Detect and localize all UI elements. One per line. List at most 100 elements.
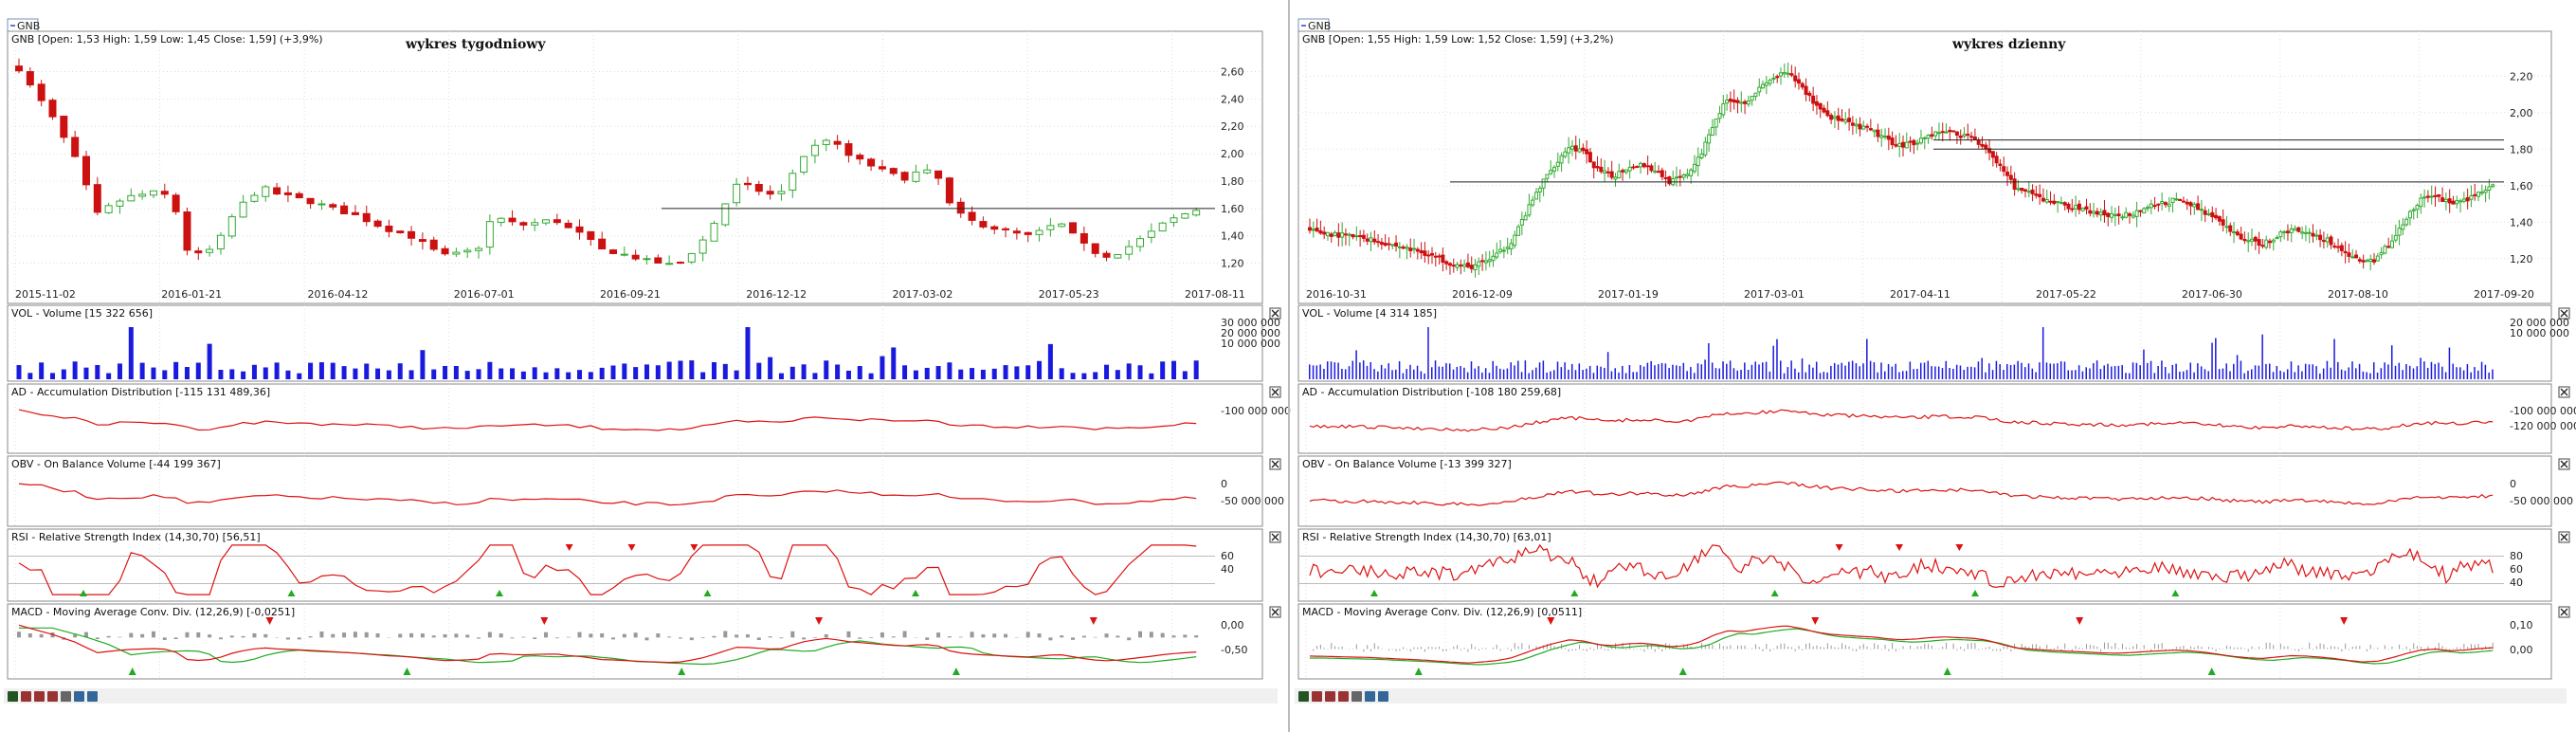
volume-bar bbox=[2197, 363, 2199, 379]
volume-bar bbox=[2448, 347, 2451, 379]
candle-body bbox=[979, 221, 988, 228]
candle-body bbox=[912, 171, 920, 182]
instrument-tab[interactable]: GNB bbox=[1297, 18, 1331, 33]
volume-bar bbox=[1606, 352, 1609, 379]
obv-line bbox=[18, 483, 1197, 506]
close-pane-button[interactable] bbox=[1269, 606, 1281, 618]
macd-pane-header: MACD - Moving Average Conv. Div. (12,26,… bbox=[1302, 606, 1582, 618]
volume-bar bbox=[1862, 363, 1864, 379]
candle-body bbox=[777, 191, 786, 194]
volume-bar bbox=[2057, 363, 2059, 379]
toolbar-button[interactable] bbox=[74, 691, 84, 702]
volume-bar bbox=[2351, 361, 2353, 379]
rsi-tick-label: 60 bbox=[2510, 563, 2523, 576]
candle-body bbox=[1825, 110, 1830, 117]
instrument-tab[interactable]: GNB bbox=[7, 18, 40, 33]
ad-pane-header: AD - Accumulation Distribution [-108 180… bbox=[1302, 386, 1561, 398]
candle-body bbox=[2056, 201, 2060, 204]
volume-bar bbox=[801, 364, 807, 379]
rsi-pane-frame bbox=[1297, 528, 2552, 602]
candle-body bbox=[1358, 235, 1363, 238]
close-pane-button[interactable] bbox=[1269, 386, 1281, 398]
toolbar-button[interactable] bbox=[61, 691, 71, 702]
candle-body bbox=[160, 191, 169, 195]
volume-bar bbox=[128, 327, 134, 379]
toolbar-button[interactable] bbox=[34, 691, 45, 702]
volume-bar bbox=[1751, 364, 1753, 379]
volume-bar bbox=[2006, 363, 2008, 379]
toolbar-button[interactable] bbox=[87, 691, 98, 702]
toolbar-button[interactable] bbox=[47, 691, 58, 702]
candle-body bbox=[2134, 210, 2139, 217]
candle-body bbox=[822, 139, 830, 145]
candle-body bbox=[2318, 234, 2323, 241]
volume-bar bbox=[1632, 372, 1634, 379]
close-pane-button[interactable] bbox=[2558, 458, 2570, 470]
candle-body bbox=[1933, 131, 1938, 137]
close-pane-button[interactable] bbox=[2558, 307, 2570, 320]
close-icon bbox=[1271, 460, 1279, 468]
volume-bar bbox=[2340, 369, 2343, 379]
toolbar-button[interactable] bbox=[1365, 691, 1375, 702]
ad-pane-header: AD - Accumulation Distribution [-115 131… bbox=[11, 386, 270, 398]
volume-bar bbox=[1988, 363, 1990, 379]
date-axis-label: 2017-09-20 bbox=[2474, 288, 2534, 301]
volume-bar bbox=[1492, 360, 1494, 379]
candle-body bbox=[1024, 231, 1032, 235]
close-pane-button[interactable] bbox=[2558, 606, 2570, 618]
candle-body bbox=[1405, 247, 1409, 249]
date-axis-label: 2017-03-02 bbox=[893, 288, 953, 301]
toolbar-button[interactable] bbox=[1378, 691, 1388, 702]
candle-body bbox=[2350, 256, 2355, 259]
candle-body bbox=[2048, 200, 2053, 203]
volume-bar bbox=[1149, 373, 1154, 379]
volume-bar bbox=[1780, 360, 1782, 379]
volume-bar bbox=[2129, 373, 2131, 379]
volume-bar bbox=[1126, 363, 1132, 379]
volume-bar bbox=[1916, 368, 1918, 379]
candle-body bbox=[362, 212, 371, 223]
volume-bar bbox=[1740, 369, 1742, 379]
candle-body bbox=[1840, 118, 1844, 121]
toolbar-button[interactable] bbox=[1351, 691, 1362, 702]
volume-bar bbox=[1380, 364, 1383, 379]
close-pane-button[interactable] bbox=[2558, 386, 2570, 398]
rsi-buy-marker bbox=[1971, 590, 1979, 596]
candle-body bbox=[1746, 101, 1751, 105]
volume-bar bbox=[2013, 364, 2016, 379]
candle-body bbox=[2257, 239, 2261, 247]
close-pane-button[interactable] bbox=[1269, 307, 1281, 320]
volume-bar bbox=[2470, 372, 2472, 379]
volume-bar bbox=[1618, 372, 1620, 379]
volume-bar bbox=[1474, 368, 1477, 379]
toolbar-button[interactable] bbox=[1325, 691, 1335, 702]
volume-bar bbox=[1919, 362, 1922, 379]
volume-bar bbox=[722, 363, 728, 379]
toolbar-button[interactable] bbox=[8, 691, 18, 702]
volume-bar bbox=[1406, 369, 1407, 379]
toolbar-button[interactable] bbox=[1312, 691, 1322, 702]
close-pane-button[interactable] bbox=[2558, 531, 2570, 543]
volume-bar bbox=[297, 373, 302, 379]
candle-body bbox=[2479, 192, 2484, 194]
toolbar-button[interactable] bbox=[1338, 691, 1349, 702]
candle-body bbox=[2012, 178, 2017, 191]
candle-body bbox=[1351, 233, 1355, 238]
macd-tick-label: 0,10 bbox=[2510, 619, 2533, 631]
candle-body bbox=[2407, 210, 2412, 219]
candle-body bbox=[1847, 118, 1852, 122]
toolbar-button[interactable] bbox=[1298, 691, 1309, 702]
candle-body bbox=[1725, 100, 1730, 104]
close-pane-button[interactable] bbox=[1269, 531, 1281, 543]
price-tick-label: 2,00 bbox=[2510, 107, 2533, 119]
volume-bar bbox=[1355, 350, 1357, 379]
volume-bar bbox=[633, 367, 639, 379]
volume-bar bbox=[1366, 365, 1369, 379]
volume-bar bbox=[1333, 362, 1336, 379]
volume-bar bbox=[1880, 362, 1882, 379]
toolbar-button[interactable] bbox=[21, 691, 31, 702]
volume-bar bbox=[173, 361, 179, 379]
candle-body bbox=[2030, 189, 2035, 194]
close-pane-button[interactable] bbox=[1269, 458, 1281, 470]
volume-bar bbox=[2330, 367, 2331, 379]
